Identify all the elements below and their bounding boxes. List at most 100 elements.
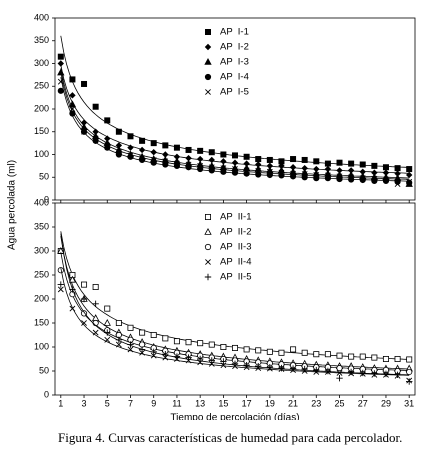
marker <box>138 146 146 154</box>
marker <box>266 363 274 371</box>
x-tick-label: 7 <box>128 398 133 408</box>
y-tick-label: 150 <box>34 126 49 136</box>
marker <box>92 300 99 307</box>
marker <box>173 153 181 160</box>
y-tick-label: 50 <box>39 172 49 182</box>
marker <box>139 349 146 356</box>
marker <box>406 178 413 185</box>
marker <box>220 168 227 175</box>
y-tick-label: 350 <box>34 221 49 231</box>
marker <box>336 352 343 359</box>
legend-label: AP I-4 <box>220 72 249 83</box>
marker <box>204 43 212 51</box>
marker <box>139 155 146 162</box>
marker <box>162 351 169 358</box>
marker <box>266 156 273 163</box>
marker <box>382 370 390 378</box>
marker <box>68 275 77 283</box>
marker <box>204 243 212 251</box>
marker <box>255 156 262 163</box>
y-axis-label: Agua percolada (ml) <box>7 160 18 250</box>
marker <box>69 305 76 312</box>
marker <box>220 151 227 158</box>
marker <box>150 331 157 338</box>
marker <box>127 324 134 331</box>
marker <box>57 60 65 67</box>
marker <box>359 161 366 168</box>
marker <box>150 348 157 355</box>
marker <box>324 367 332 375</box>
marker <box>336 375 343 382</box>
marker <box>204 213 211 220</box>
y-tick-label: 300 <box>34 245 49 255</box>
marker <box>371 162 378 169</box>
marker <box>394 165 401 172</box>
marker <box>92 135 99 142</box>
marker <box>243 346 250 353</box>
marker <box>115 319 122 326</box>
marker <box>231 169 239 176</box>
marker <box>104 142 111 149</box>
marker <box>208 149 215 156</box>
marker <box>197 340 204 347</box>
marker <box>231 344 238 351</box>
marker <box>185 339 192 346</box>
marker <box>359 369 366 377</box>
marker <box>92 103 99 110</box>
marker <box>313 351 320 358</box>
marker <box>205 259 211 265</box>
y-tick-label: 350 <box>34 35 49 45</box>
marker <box>69 76 76 83</box>
marker <box>324 165 332 173</box>
x-tick-label: 13 <box>195 398 205 408</box>
legend-label: AP II-2 <box>220 227 252 238</box>
marker <box>115 142 123 149</box>
x-tick-label: 31 <box>404 398 414 408</box>
legend-label: AP II-5 <box>220 272 252 283</box>
marker <box>220 165 227 172</box>
marker <box>243 160 250 167</box>
marker <box>196 155 204 163</box>
marker <box>382 355 389 362</box>
marker <box>383 176 389 183</box>
marker <box>336 365 343 372</box>
marker <box>255 161 262 168</box>
marker <box>313 172 320 178</box>
marker <box>301 164 308 172</box>
marker <box>162 151 169 158</box>
marker <box>69 106 76 112</box>
marker <box>231 360 239 367</box>
x-tick-label: 3 <box>82 398 87 408</box>
marker <box>382 177 390 184</box>
marker <box>394 355 401 362</box>
marker <box>289 365 297 372</box>
marker <box>231 159 239 166</box>
marker <box>173 338 180 345</box>
x-tick-label: 19 <box>265 398 275 408</box>
marker <box>69 92 76 99</box>
marker <box>57 78 64 85</box>
marker <box>278 364 285 372</box>
marker <box>324 160 331 167</box>
marker <box>243 362 250 369</box>
marker <box>301 156 308 163</box>
marker <box>220 158 227 165</box>
marker <box>266 168 273 175</box>
marker <box>174 160 180 167</box>
marker <box>69 286 76 293</box>
marker <box>150 352 157 359</box>
y-tick-label: 100 <box>34 341 49 351</box>
marker <box>127 153 134 160</box>
marker <box>371 354 378 361</box>
marker <box>127 152 134 159</box>
marker <box>185 354 192 361</box>
marker <box>208 341 215 348</box>
marker <box>162 335 169 342</box>
y-tick-label: 150 <box>34 317 49 327</box>
marker <box>104 329 111 336</box>
marker <box>127 144 134 151</box>
marker <box>371 175 378 182</box>
marker <box>406 166 413 173</box>
marker <box>185 146 192 153</box>
